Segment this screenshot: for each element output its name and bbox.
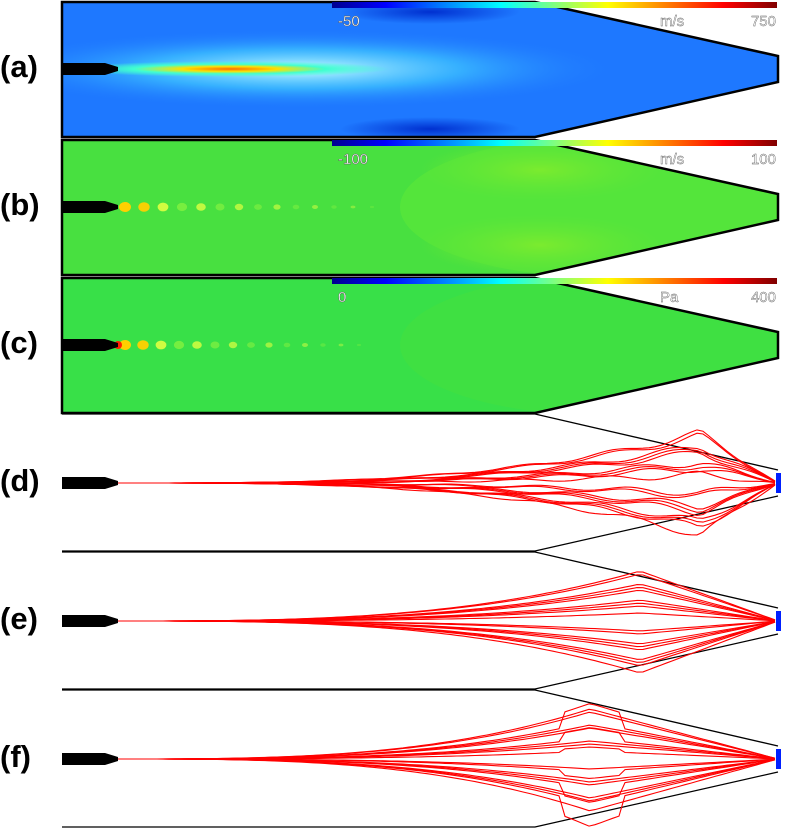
colorbar-min: -50 bbox=[338, 13, 360, 30]
wall bbox=[62, 495, 779, 552]
jet-core bbox=[70, 61, 390, 77]
shock-cell bbox=[210, 341, 220, 349]
wall bbox=[62, 551, 779, 609]
colorbar-unit: Pa bbox=[660, 289, 679, 306]
shock-cell bbox=[119, 340, 131, 350]
shock-cell bbox=[320, 343, 326, 347]
trajectory bbox=[115, 599, 776, 622]
shock-cell bbox=[138, 202, 150, 212]
nozzle bbox=[62, 63, 118, 75]
trajectory bbox=[115, 482, 776, 527]
panel-label: (d) bbox=[0, 463, 40, 498]
shock-cell bbox=[331, 205, 337, 209]
wall bbox=[62, 413, 779, 471]
nozzle bbox=[62, 477, 118, 489]
colorbar-min: -100 bbox=[338, 151, 368, 168]
shock-cell bbox=[119, 202, 131, 212]
trajectory bbox=[115, 482, 776, 536]
low-zone bbox=[340, 117, 520, 137]
panel: (f) bbox=[0, 689, 781, 828]
panel: 0 Pa 400 (c) bbox=[0, 276, 780, 415]
shock-cell bbox=[192, 341, 202, 349]
panel-label: (e) bbox=[0, 601, 38, 636]
colorbar-max: 100 bbox=[751, 151, 776, 168]
trajectory bbox=[115, 620, 776, 632]
shock-cell bbox=[157, 202, 169, 212]
panel: (e) bbox=[0, 551, 781, 690]
shock-cell bbox=[369, 205, 375, 209]
colorbar-min: 0 bbox=[338, 289, 346, 306]
colorbar bbox=[332, 140, 777, 146]
zone bbox=[400, 278, 778, 413]
nozzle bbox=[62, 339, 118, 351]
trajectory bbox=[115, 743, 776, 760]
trajectory bbox=[115, 605, 776, 622]
shock-cell bbox=[302, 343, 308, 347]
colorbar-unit: m/s bbox=[660, 13, 684, 30]
shock-cell bbox=[273, 204, 281, 210]
shock-cell bbox=[247, 342, 255, 348]
shock-cell bbox=[176, 202, 188, 212]
shock-cell bbox=[338, 343, 344, 347]
shock-cell bbox=[254, 204, 262, 210]
shock-cell bbox=[155, 340, 167, 350]
colorbar bbox=[332, 2, 777, 8]
shock-cell bbox=[356, 343, 362, 347]
shock-cell bbox=[265, 342, 273, 348]
wall bbox=[62, 689, 779, 747]
panel: (d) bbox=[0, 413, 781, 552]
panel-label: (a) bbox=[0, 49, 38, 84]
colorbar-max: 400 bbox=[751, 289, 776, 306]
shock-cell bbox=[173, 340, 185, 350]
trajectory bbox=[115, 620, 776, 651]
zone bbox=[400, 140, 778, 275]
panel-label: (c) bbox=[0, 325, 38, 360]
nozzle bbox=[62, 615, 118, 627]
panel-label: (f) bbox=[0, 739, 31, 774]
shock-cell bbox=[228, 341, 238, 349]
nozzle bbox=[62, 753, 118, 765]
shock-cell bbox=[292, 204, 300, 210]
shock-cell bbox=[196, 203, 206, 211]
colorbar-unit: m/s bbox=[660, 151, 684, 168]
collector bbox=[776, 611, 781, 631]
collector bbox=[776, 473, 781, 493]
shock-cell bbox=[312, 205, 318, 209]
panel-label: (b) bbox=[0, 187, 40, 222]
shock-cell bbox=[234, 203, 244, 211]
trajectory bbox=[115, 620, 776, 673]
shock-cell bbox=[350, 205, 356, 209]
wall bbox=[62, 771, 779, 828]
shock-cell bbox=[283, 342, 291, 348]
shock-cell bbox=[137, 340, 149, 350]
wall bbox=[62, 633, 779, 690]
collector bbox=[776, 749, 781, 769]
nozzle bbox=[62, 201, 118, 213]
trajectory bbox=[115, 758, 776, 812]
colorbar-max: 750 bbox=[751, 13, 776, 30]
shock-cell bbox=[215, 203, 225, 211]
colorbar bbox=[332, 278, 777, 284]
panel: -100 m/s 100 (b) bbox=[0, 138, 780, 277]
panel: -50 m/s 750 (a) bbox=[0, 0, 780, 139]
